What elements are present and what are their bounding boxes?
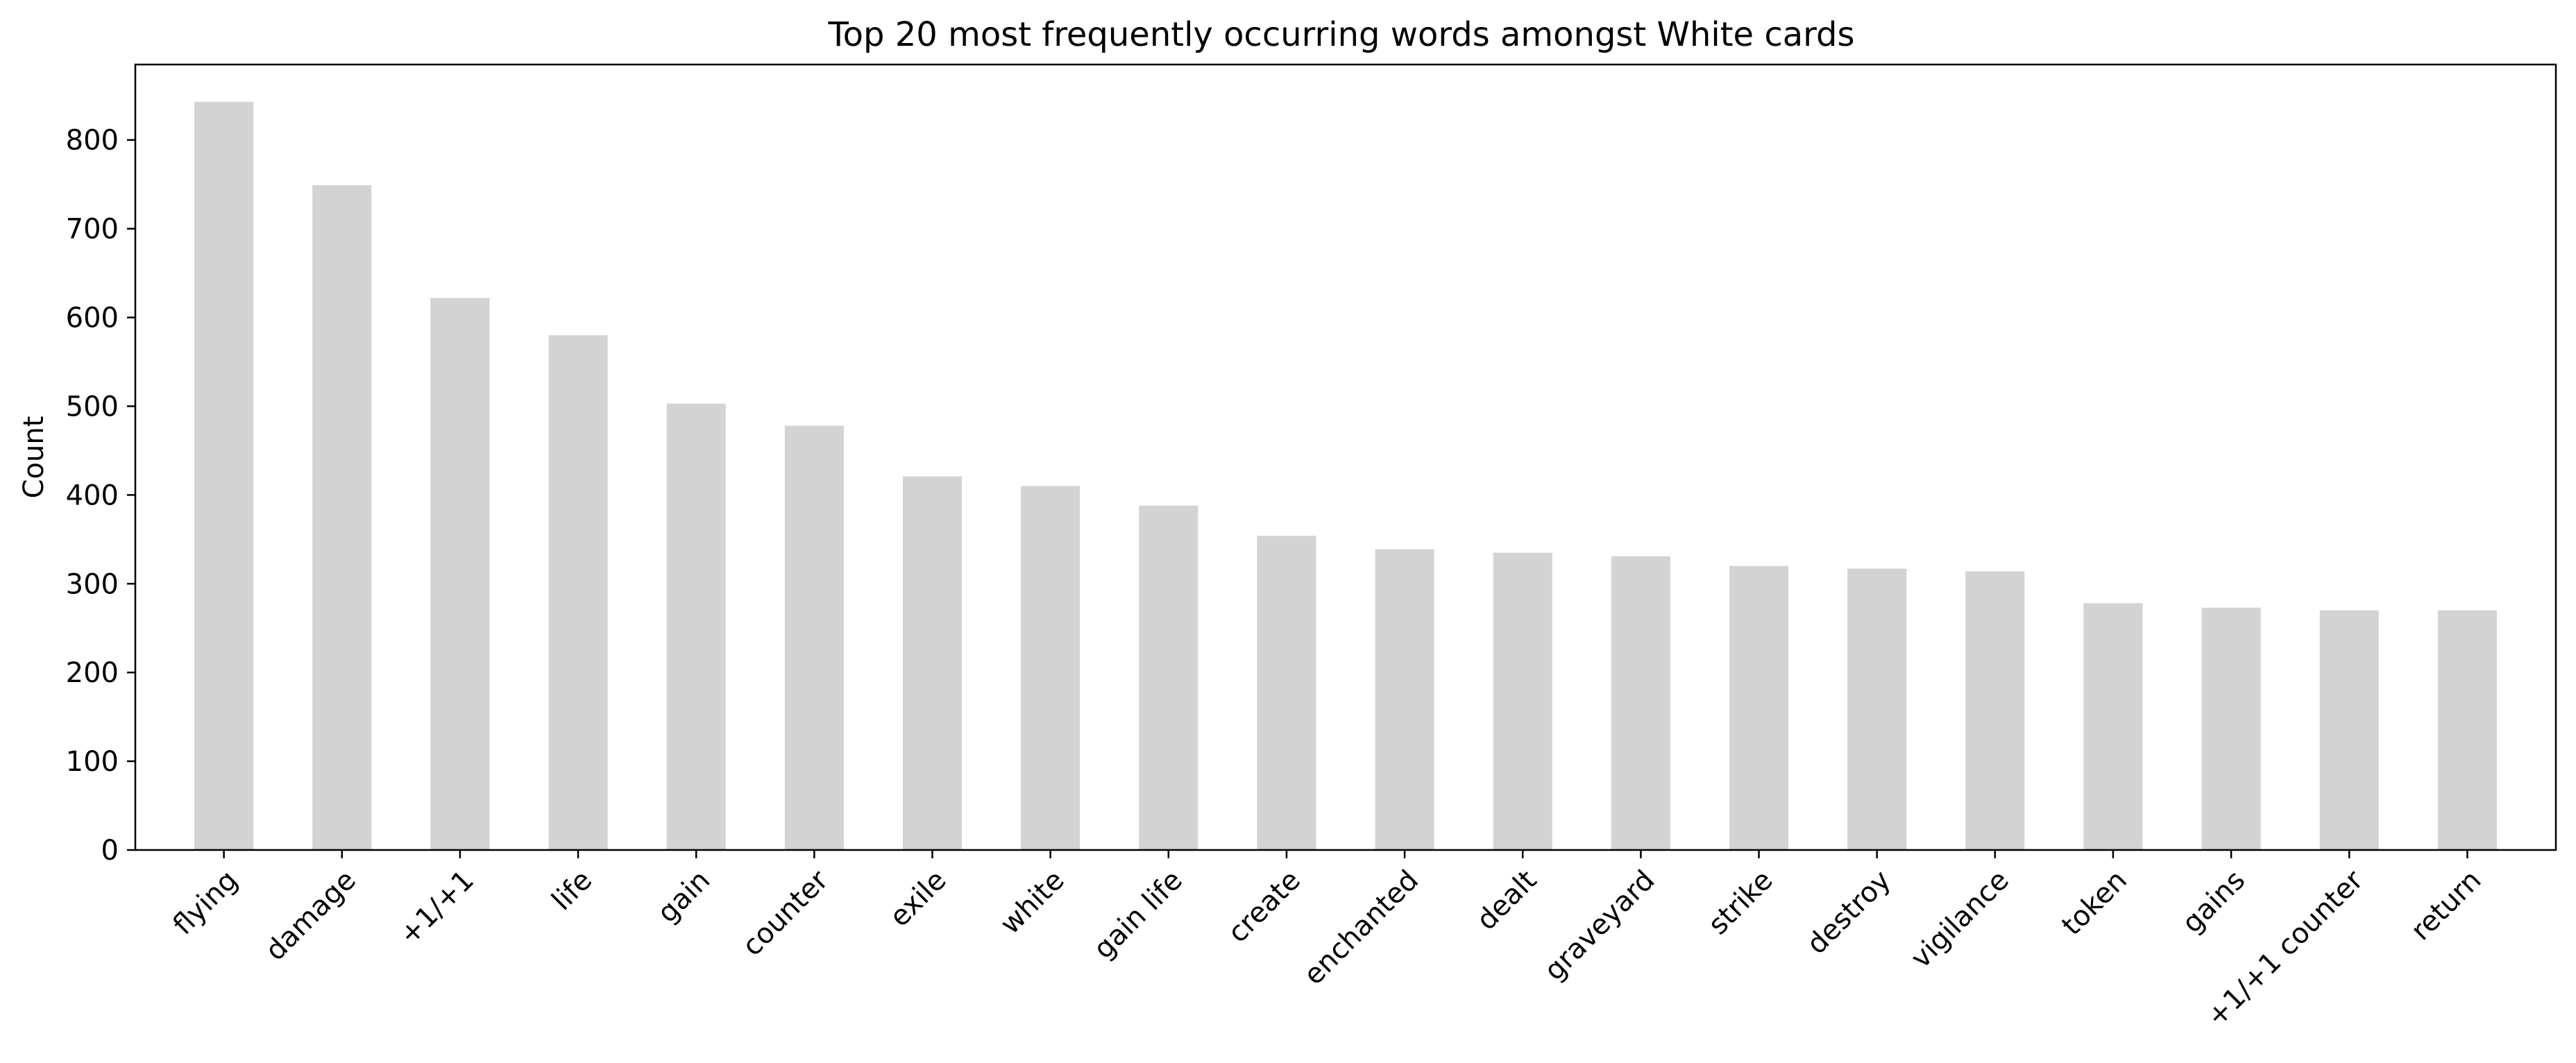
chart-title: Top 20 most frequently occurring words a… xyxy=(827,15,1854,54)
bar-1 xyxy=(312,185,372,851)
y-tick-label-8: 800 xyxy=(66,125,119,157)
y-tick-label-1: 100 xyxy=(66,746,119,778)
bar-7 xyxy=(1021,486,1081,850)
y-tick-label-7: 700 xyxy=(66,214,119,246)
bar-12 xyxy=(1611,556,1670,850)
y-tick-label-5: 500 xyxy=(66,391,119,423)
bar-2 xyxy=(430,298,490,851)
bar-13 xyxy=(1729,565,1789,850)
bar-19 xyxy=(2437,610,2497,850)
bar-16 xyxy=(2083,603,2143,850)
bar-5 xyxy=(784,425,844,850)
bar-15 xyxy=(1965,571,2025,850)
bar-9 xyxy=(1257,536,1316,850)
y-tick-label-6: 600 xyxy=(66,303,119,334)
bars-group xyxy=(194,101,2497,851)
bar-10 xyxy=(1375,549,1434,850)
bar-11 xyxy=(1493,552,1552,850)
plot-frame xyxy=(134,63,2557,851)
y-tick-label-4: 400 xyxy=(66,479,119,511)
y-axis-label: Count xyxy=(18,416,50,499)
bar-18 xyxy=(2319,610,2379,850)
bar-4 xyxy=(666,403,726,850)
bar-17 xyxy=(2201,607,2261,850)
bar-0 xyxy=(194,101,254,850)
y-axis: 0 100 200 300 400 500 600 700 800 xyxy=(66,125,135,867)
y-tick-label-3: 300 xyxy=(66,568,119,600)
bar-6 xyxy=(902,476,963,850)
bar-14 xyxy=(1847,568,1907,850)
y-tick-label-2: 200 xyxy=(66,657,119,689)
bar-8 xyxy=(1139,505,1198,850)
bar-3 xyxy=(548,335,608,851)
y-tick-label-0: 0 xyxy=(101,835,119,867)
